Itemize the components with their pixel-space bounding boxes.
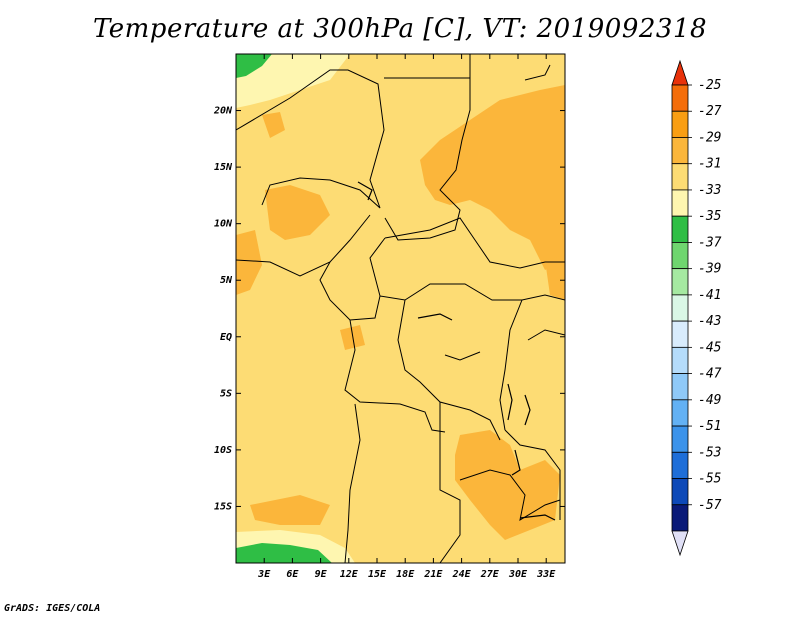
colorbar-label: -47: [698, 367, 722, 382]
colorbar-label: -37: [698, 235, 722, 250]
colorbar-label: -57: [698, 498, 722, 513]
x-tick-label: 12E: [340, 569, 359, 580]
warm-patch-southwest: [250, 495, 330, 525]
colorbar-label: -53: [698, 445, 721, 460]
colorbar-label: -33: [698, 183, 721, 198]
warm-patch-west-sahel: [265, 185, 330, 240]
y-tick-label: 20N: [213, 106, 233, 117]
colorbar-lower-extend: [671, 530, 689, 557]
x-axis-ticks: 3E 6E 9E 12E 15E 18E 21E 24E 27E 30E 33E: [257, 54, 556, 580]
colorbar-label: -27: [698, 104, 722, 119]
colorbar-box: [671, 215, 689, 243]
colorbar-box: [671, 451, 689, 479]
colorbar-box: [671, 110, 689, 138]
warm-patch-east-edge: [545, 255, 565, 300]
cool-patch-north: [236, 54, 350, 108]
y-tick-label: 15N: [214, 162, 233, 173]
green-patch-north: [236, 54, 272, 78]
colorbar-label: -43: [698, 314, 721, 329]
colorbar-label: -51: [698, 419, 721, 434]
colorbar-box: [671, 242, 689, 270]
y-tick-label: 5S: [220, 388, 232, 399]
colorbar-box: [671, 84, 689, 112]
green-patch-south: [236, 543, 332, 563]
warm-patch-south: [455, 430, 560, 540]
x-tick-label: 6E: [286, 569, 299, 580]
colorbar-box: [671, 478, 689, 506]
colorbar-label: -29: [698, 130, 721, 145]
map-plot-area: [236, 54, 565, 563]
x-tick-label: 3E: [257, 569, 271, 580]
colorbar-box: [671, 189, 689, 217]
x-tick-label: 9E: [315, 569, 328, 580]
warm-patch-northwest: [262, 112, 285, 138]
colorbar: -25 -27 -29 -31 -33 -35 -37 -39 -41 -43 -45 -47 -49 -…: [671, 59, 722, 557]
colorbar-box: [671, 425, 689, 453]
x-tick-label: 21E: [423, 569, 443, 580]
x-tick-label: 15E: [368, 569, 387, 580]
colorbar-box: [671, 320, 689, 348]
y-axis-ticks: 20N 15N 10N 5N EQ 5S 10S 15S: [213, 106, 565, 512]
colorbar-box: [671, 373, 689, 401]
y-tick-label: EQ: [220, 332, 232, 343]
colorbar-label: -31: [698, 157, 721, 172]
x-tick-label: 33E: [536, 569, 556, 580]
colorbar-box: [671, 346, 689, 374]
country-borders: [236, 54, 565, 563]
x-tick-label: 30E: [508, 569, 528, 580]
x-tick-label: 24E: [452, 569, 472, 580]
colorbar-box: [671, 294, 689, 322]
colorbar-upper-extend: [671, 59, 689, 86]
x-tick-label: 27E: [480, 569, 500, 580]
y-tick-label: 15S: [214, 501, 232, 512]
warm-patch-gulf: [236, 230, 262, 295]
y-tick-label: 10S: [214, 445, 232, 456]
colorbar-label: -39: [698, 262, 721, 277]
colorbar-box: [671, 137, 689, 165]
colorbar-label: -55: [698, 472, 722, 487]
colorbar-label: -45: [698, 340, 722, 355]
colorbar-box: [671, 163, 689, 191]
colorbar-label: -49: [698, 393, 721, 408]
colorbar-label: -41: [698, 288, 721, 303]
chart-title: Temperature at 300hPa [C], VT: 201909231…: [92, 14, 708, 44]
grads-credit: GrADS: IGES/COLA: [4, 603, 101, 614]
colorbar-box: [671, 268, 689, 296]
colorbar-label: -25: [698, 78, 722, 93]
y-tick-label: 10N: [214, 219, 233, 230]
warm-patch-northeast: [420, 85, 565, 270]
x-tick-label: 18E: [396, 569, 415, 580]
colorbar-box: [671, 399, 689, 427]
lakes: [357, 181, 556, 521]
y-tick-label: 5N: [220, 275, 233, 286]
colorbar-label: -35: [698, 209, 722, 224]
map-frame: [235, 53, 566, 564]
colorbar-box: [671, 504, 689, 532]
